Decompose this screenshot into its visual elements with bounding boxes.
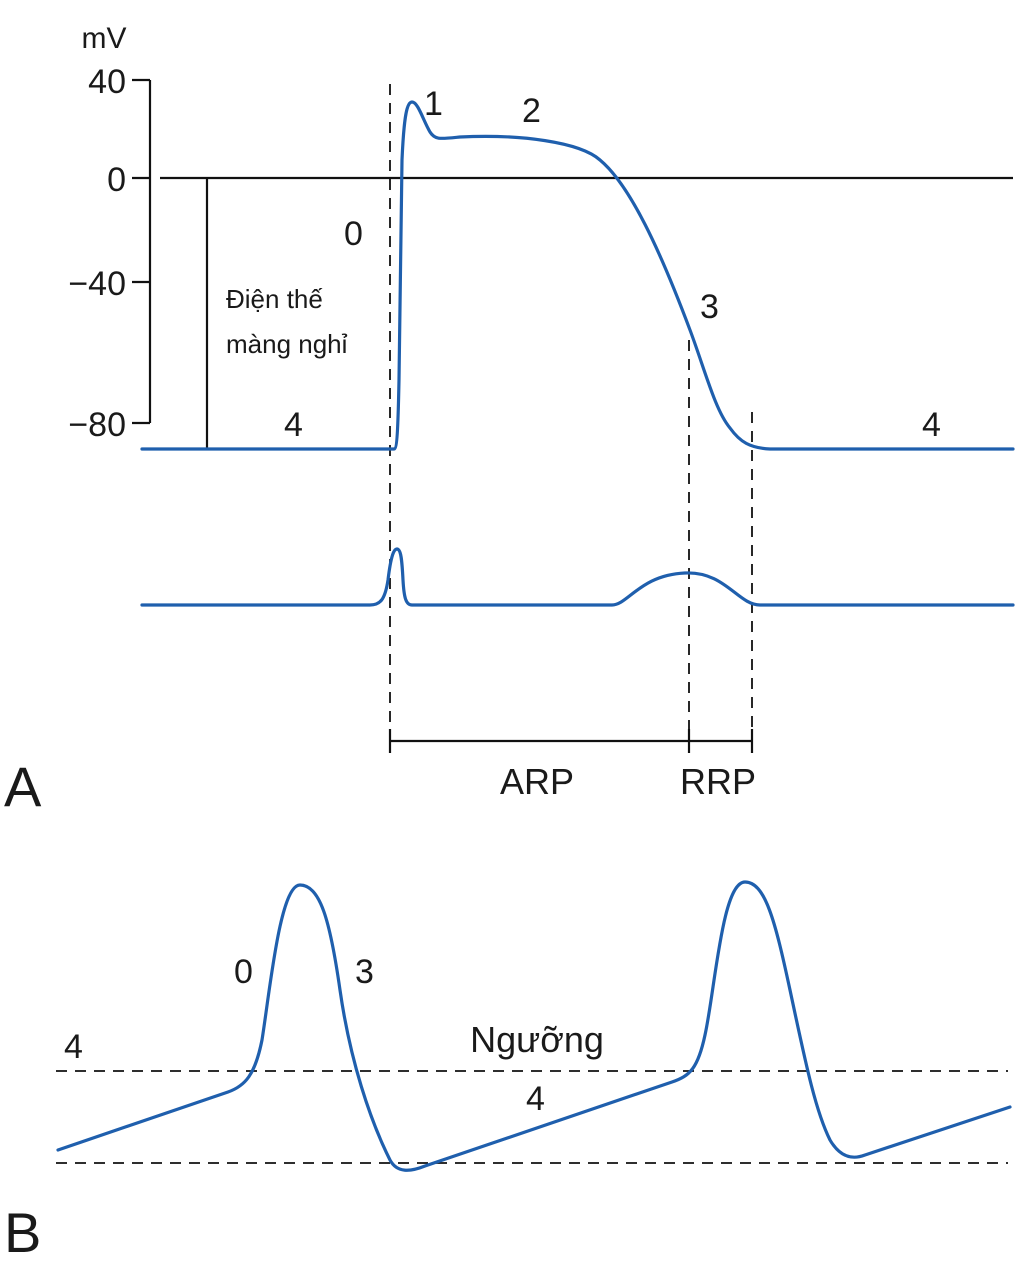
- y-tick-label-minus40: −40: [68, 265, 126, 303]
- phase-2-label: 2: [522, 92, 541, 130]
- phase-3-label: 3: [700, 288, 719, 326]
- phase-4-left-label: 4: [284, 406, 303, 444]
- panel-a: mV 40 0 −40 −80 Điện thế màng nghỉ 0 1 2…: [4, 22, 1015, 818]
- phase-4-right-label: 4: [922, 406, 941, 444]
- arp-label: ARP: [500, 761, 574, 802]
- y-unit-label: mV: [82, 22, 127, 55]
- panel-a-label: A: [4, 755, 42, 818]
- y-tick-label-minus80: −80: [68, 406, 126, 444]
- ecg-trace: [140, 547, 1015, 607]
- y-tick-label-0: 0: [107, 161, 126, 199]
- y-tick-label-40: 40: [88, 63, 126, 101]
- rrp-label: RRP: [680, 761, 756, 802]
- pacemaker-action-potential-trace: [56, 880, 1012, 1172]
- ventricular-action-potential-trace: [140, 100, 1015, 451]
- phase-1-label: 1: [424, 85, 443, 123]
- b-phase-4-left-label: 4: [64, 1028, 83, 1066]
- b-phase-3-label: 3: [355, 953, 374, 991]
- threshold-label: Ngưỡng: [470, 1019, 604, 1060]
- b-phase-4-mid-label: 4: [526, 1080, 545, 1118]
- panel-b: 0 3 4 4 Ngưỡng B: [4, 880, 1012, 1264]
- resting-potential-label-line2: màng nghỉ: [226, 329, 348, 359]
- panel-b-label: B: [4, 1201, 41, 1264]
- resting-potential-label-line1: Điện thế: [226, 284, 323, 314]
- phase-0-label: 0: [344, 215, 363, 253]
- b-phase-0-label: 0: [234, 953, 253, 991]
